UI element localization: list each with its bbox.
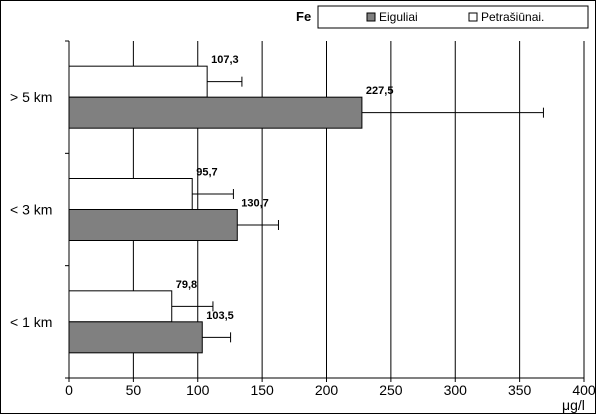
bar bbox=[68, 178, 193, 210]
x-tick-label: 150 bbox=[250, 382, 274, 398]
data-label: 130,7 bbox=[241, 198, 269, 210]
data-label: 227,5 bbox=[366, 85, 394, 97]
x-tick-label: 300 bbox=[444, 382, 468, 398]
bar bbox=[68, 290, 173, 323]
data-label: 103,5 bbox=[206, 310, 234, 322]
bar bbox=[68, 321, 203, 354]
bar bbox=[68, 209, 238, 241]
data-label: 79,8 bbox=[176, 279, 197, 291]
x-tick-label: 400 bbox=[572, 382, 596, 398]
legend-label-petrasiunai: Petrašiūnai. bbox=[481, 10, 544, 24]
bars bbox=[68, 65, 544, 354]
bar bbox=[68, 96, 363, 129]
x-tick-label: 350 bbox=[508, 382, 532, 398]
legend-swatch-petrasiunai bbox=[468, 12, 478, 22]
x-tick-label: 100 bbox=[186, 382, 210, 398]
category-label: < 3 km bbox=[10, 202, 52, 218]
x-tick-label: 0 bbox=[65, 382, 73, 398]
x-tick-label: 50 bbox=[126, 382, 142, 398]
legend-label-eiguliai: Eiguliai bbox=[379, 10, 418, 24]
x-tick-label: 200 bbox=[315, 382, 339, 398]
data-label: 95,7 bbox=[196, 167, 217, 179]
x-tick-label: 250 bbox=[379, 382, 403, 398]
legend-swatch-eiguliai bbox=[366, 12, 376, 22]
bar bbox=[68, 65, 208, 98]
legend: Eiguliai Petrašiūnai. bbox=[317, 5, 589, 29]
legend-box bbox=[317, 5, 589, 29]
axes bbox=[65, 40, 585, 382]
category-label: < 1 km bbox=[10, 314, 52, 330]
labels: 0 50 100 150 200 250 300 350 400 > 5 km 107,3 227,5… bbox=[10, 54, 596, 398]
chart-title: Fe bbox=[296, 9, 311, 24]
x-axis-unit: μg/l bbox=[562, 397, 585, 413]
data-label: 107,3 bbox=[211, 54, 239, 66]
category-label: > 5 km bbox=[10, 89, 52, 105]
